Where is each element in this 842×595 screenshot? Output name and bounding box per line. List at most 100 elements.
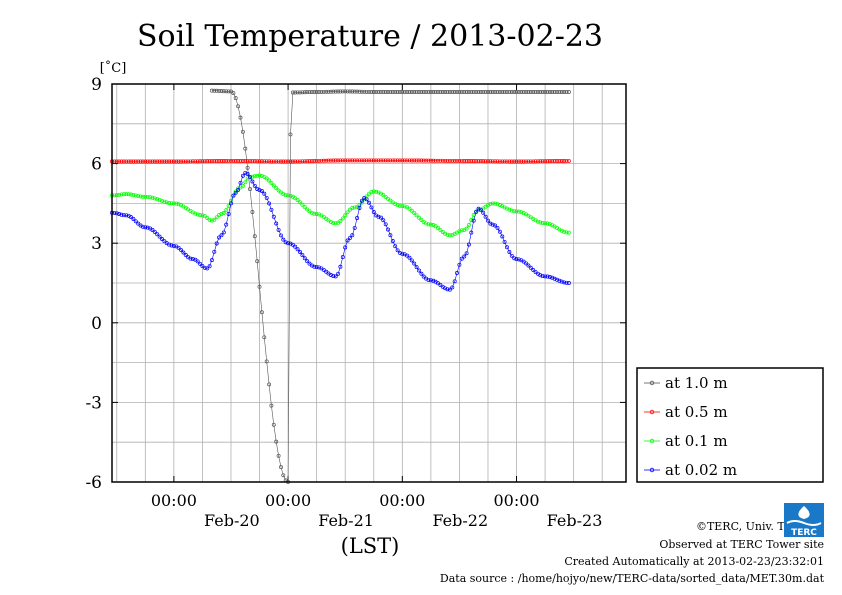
data-point (364, 89, 369, 94)
data-point (267, 178, 272, 183)
data-point (350, 89, 355, 94)
data-point (505, 90, 509, 94)
data-point (488, 221, 493, 226)
data-point (319, 158, 324, 163)
data-point (540, 159, 545, 164)
data-point (486, 159, 490, 164)
data-point (198, 213, 202, 218)
data-point (386, 196, 390, 201)
data-point (393, 158, 398, 163)
data-point (198, 159, 202, 164)
data-point (290, 90, 295, 95)
data-point (459, 90, 464, 94)
data-point (162, 199, 167, 204)
data-point (378, 158, 383, 163)
data-point (214, 88, 219, 93)
data-point (417, 268, 421, 273)
data-point (436, 90, 440, 94)
data-point (131, 159, 136, 164)
data-point (445, 287, 450, 292)
data-point (545, 221, 550, 226)
data-point (562, 159, 567, 163)
data-point (417, 158, 421, 163)
data-point (443, 158, 448, 163)
data-point (271, 214, 276, 219)
data-point (293, 90, 298, 95)
data-point (319, 89, 324, 94)
data-point (397, 90, 402, 94)
data-point (374, 158, 379, 163)
data-point (495, 225, 500, 230)
data-point (169, 159, 174, 164)
data-point (290, 159, 295, 164)
data-point (133, 219, 138, 224)
data-point (252, 159, 257, 164)
data-point (547, 222, 552, 227)
data-point (155, 232, 160, 237)
data-point (164, 159, 169, 164)
data-point (459, 228, 464, 233)
data-point (309, 90, 314, 94)
data-point (321, 89, 326, 94)
data-point (112, 210, 117, 215)
data-point (200, 159, 205, 164)
data-point (516, 159, 521, 164)
data-point (519, 90, 524, 94)
data-point (357, 206, 362, 210)
data-point (145, 194, 150, 199)
data-point (433, 90, 438, 94)
data-point (231, 91, 236, 96)
data-point (162, 159, 167, 164)
data-point (566, 158, 571, 163)
data-point (309, 210, 314, 215)
data-point (364, 197, 369, 202)
data-point (512, 209, 517, 214)
data-point (179, 247, 183, 252)
data-point (276, 227, 281, 232)
data-point (300, 202, 305, 207)
data-point (117, 212, 122, 216)
data-point (152, 196, 157, 201)
data-point (436, 281, 440, 286)
data-point (524, 90, 529, 94)
data-point (295, 159, 300, 164)
observation-site-text: Observed at TERC Tower site (659, 538, 824, 551)
data-point (559, 228, 564, 233)
data-point (516, 90, 521, 94)
data-point (469, 230, 474, 235)
data-point (469, 90, 474, 94)
data-point (367, 158, 371, 163)
data-point (476, 159, 481, 164)
data-point (276, 188, 281, 193)
data-point (121, 159, 126, 164)
data-point (338, 219, 343, 223)
series-line (112, 175, 569, 236)
data-point (414, 265, 419, 270)
data-point (388, 233, 393, 238)
data-point (369, 90, 374, 94)
data-point (557, 278, 562, 283)
data-point (545, 90, 550, 94)
y-tick-label: 0 (91, 314, 102, 334)
data-point (193, 211, 198, 216)
data-point (150, 195, 155, 200)
data-point (233, 190, 238, 195)
data-point (290, 242, 295, 247)
data-point (509, 159, 514, 164)
legend-label: at 0.5 m (665, 403, 728, 421)
y-tick-label: 9 (91, 75, 102, 95)
data-point (214, 241, 219, 246)
y-tick-label: -6 (85, 473, 102, 493)
data-point (259, 159, 264, 164)
data-point (224, 159, 229, 163)
data-point (376, 214, 381, 219)
data-point (295, 247, 300, 252)
data-point (231, 158, 236, 163)
data-point (395, 158, 400, 163)
data-point (326, 89, 331, 94)
data-point (524, 159, 529, 164)
data-point (219, 159, 224, 163)
data-point (276, 159, 281, 164)
data-point (240, 183, 245, 188)
data-point (160, 198, 164, 203)
